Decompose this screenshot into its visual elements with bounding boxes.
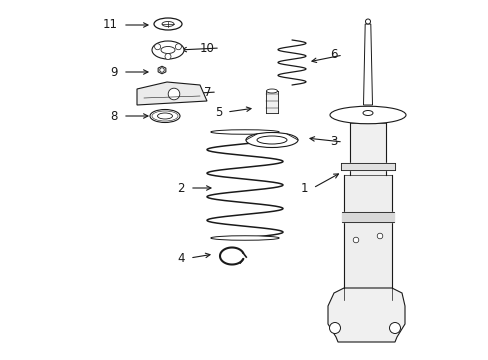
Circle shape xyxy=(160,68,164,72)
Polygon shape xyxy=(340,163,394,170)
Text: 10: 10 xyxy=(200,41,215,54)
Ellipse shape xyxy=(210,130,279,134)
Text: 5: 5 xyxy=(214,105,222,118)
Circle shape xyxy=(168,88,180,100)
Ellipse shape xyxy=(157,113,172,119)
Circle shape xyxy=(329,323,340,333)
Circle shape xyxy=(175,44,181,50)
Polygon shape xyxy=(363,24,372,105)
Text: 3: 3 xyxy=(330,135,337,148)
Ellipse shape xyxy=(257,136,286,144)
Circle shape xyxy=(154,44,160,50)
Ellipse shape xyxy=(161,46,175,54)
Polygon shape xyxy=(327,288,404,342)
Text: 2: 2 xyxy=(177,181,184,194)
Circle shape xyxy=(389,323,400,333)
Ellipse shape xyxy=(329,106,405,124)
Circle shape xyxy=(164,54,171,59)
Ellipse shape xyxy=(266,89,277,93)
Ellipse shape xyxy=(245,132,297,148)
Ellipse shape xyxy=(362,111,372,116)
Ellipse shape xyxy=(152,41,183,59)
Ellipse shape xyxy=(210,236,279,240)
Ellipse shape xyxy=(154,18,182,30)
Text: 8: 8 xyxy=(110,109,118,122)
Circle shape xyxy=(352,237,358,243)
Text: 9: 9 xyxy=(110,66,118,78)
Ellipse shape xyxy=(162,22,174,27)
Text: 11: 11 xyxy=(103,18,118,31)
Polygon shape xyxy=(137,82,206,105)
Text: 1: 1 xyxy=(300,181,307,194)
Polygon shape xyxy=(266,91,277,113)
Circle shape xyxy=(376,233,382,239)
Circle shape xyxy=(365,19,370,24)
Polygon shape xyxy=(158,66,165,74)
Text: 4: 4 xyxy=(177,252,184,265)
Ellipse shape xyxy=(152,111,178,121)
Text: 7: 7 xyxy=(204,85,212,99)
Ellipse shape xyxy=(150,109,180,122)
Polygon shape xyxy=(341,212,393,222)
Polygon shape xyxy=(349,123,385,175)
Text: 6: 6 xyxy=(330,49,337,62)
Polygon shape xyxy=(343,175,391,288)
